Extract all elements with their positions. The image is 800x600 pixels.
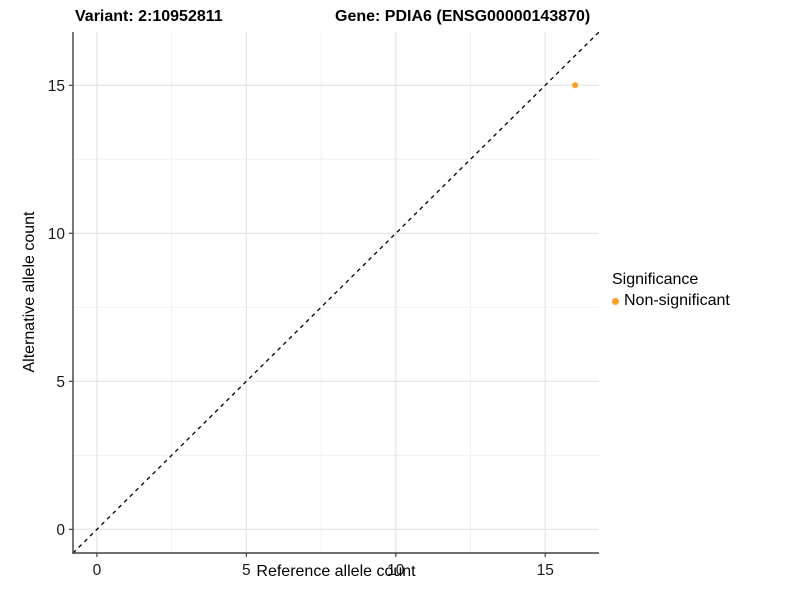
y-tick-label: 0 bbox=[56, 522, 65, 539]
legend-point-icon bbox=[612, 297, 619, 305]
y-axis-label: Alternative allele count bbox=[21, 211, 38, 373]
legend-item: Non-significant bbox=[612, 292, 730, 310]
identity-reference-line bbox=[72, 31, 600, 554]
chart-title-variant: Variant: 2:10952811 bbox=[75, 8, 223, 25]
x-tick-label: 5 bbox=[242, 562, 251, 579]
y-tick-label: 5 bbox=[56, 374, 65, 391]
data-point bbox=[572, 82, 579, 89]
chart-title-gene: Gene: PDIA6 (ENSG00000143870) bbox=[335, 8, 591, 25]
legend-title: Significance bbox=[612, 271, 699, 288]
y-tick-label: 10 bbox=[48, 226, 66, 243]
x-tick-label: 15 bbox=[537, 562, 554, 579]
y-tick-label: 15 bbox=[48, 78, 65, 95]
legend-item-label: Non-significant bbox=[624, 292, 730, 309]
x-tick-label: 10 bbox=[387, 562, 405, 579]
x-axis-label: Reference allele count bbox=[256, 563, 416, 580]
legend: Significance Non-significant bbox=[612, 271, 730, 310]
x-tick-label: 0 bbox=[93, 562, 102, 579]
